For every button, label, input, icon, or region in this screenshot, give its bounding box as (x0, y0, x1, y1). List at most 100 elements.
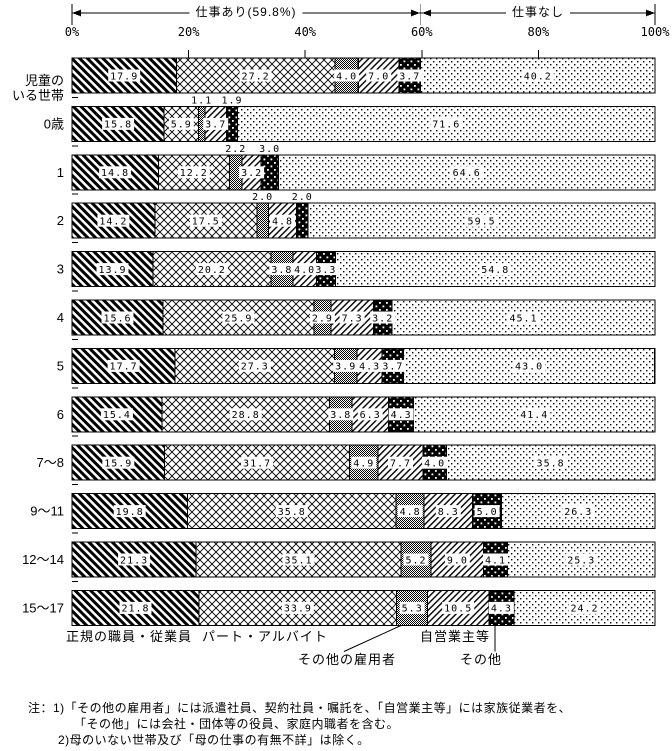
bar-value-label: 26.3 (564, 507, 592, 518)
bar-value-label: 7.7 (390, 459, 411, 470)
bar-row: 1 14.8 12.2 2.2 3.2 3.0 64.6 (57, 144, 656, 191)
bar-value-label: 2.2 (225, 144, 246, 155)
bar-value-label: 4.0 (294, 265, 315, 276)
arrowhead-icon (411, 9, 420, 17)
category-label: 6 (57, 407, 64, 422)
bar-value-label: 2.9 (312, 313, 333, 324)
axis-tick-label: 20% (178, 25, 200, 39)
bar-value-label: 28.8 (232, 410, 260, 421)
axis-tick-label: 60% (411, 25, 433, 39)
bar-row: 5 17.7 27.3 3.9 4.3 3.7 43.0 (57, 338, 656, 384)
bar-value-label: 27.2 (242, 71, 270, 82)
bar-value-label: 19.8 (116, 507, 144, 518)
category-label: 4 (57, 310, 64, 325)
bar-value-label: 5.3 (402, 604, 423, 615)
bar-value-label: 14.2 (99, 217, 127, 228)
axis-tick-label: 80% (528, 25, 550, 39)
bar-value-label: 8.3 (438, 507, 459, 518)
bar-value-label: 7.3 (342, 313, 363, 324)
bar-row: 7～8 15.9 31.7 4.9 7.7 4.0 35.8 (37, 435, 656, 481)
bar-value-label: 21.8 (121, 604, 149, 615)
bar-value-label: 14.8 (101, 168, 129, 179)
bar-value-label: 25.3 (567, 555, 595, 566)
arrowhead-icon (72, 9, 81, 17)
bar-value-label: 10.5 (444, 604, 472, 615)
bar-value-label: 3.7 (382, 362, 403, 373)
bar-value-label: 17.7 (110, 362, 138, 373)
bar-value-label: 31.7 (243, 459, 271, 470)
bar-row: 0歳 15.8 5.9 1.1 3.7 1.9 71.6 (44, 95, 656, 142)
arrowhead-icon (646, 9, 655, 17)
bar-value-label: 17.5 (192, 217, 220, 228)
bar-value-label: 4.1 (485, 555, 506, 566)
bar-row: 9～11 19.8 35.8 4.8 8.3 5.0 26.3 (30, 484, 656, 530)
bar-value-label: 45.1 (509, 313, 537, 324)
category-label: 0歳 (44, 116, 64, 131)
bar-value-label: 41.4 (520, 410, 548, 421)
bar-value-label: 7.0 (368, 71, 389, 82)
bar-value-label: 35.8 (537, 459, 565, 470)
bar-value-label: 43.0 (515, 362, 543, 373)
category-label: いる世帯 (12, 88, 64, 103)
category-label: 7～8 (37, 455, 64, 470)
bar-value-label: 64.6 (453, 168, 481, 179)
bar-value-label: 5.2 (405, 555, 426, 566)
bar-value-label: 35.1 (284, 555, 312, 566)
bar-value-label: 15.4 (103, 410, 131, 421)
bar-value-label: 4.0 (424, 459, 445, 470)
category-label: 1 (57, 165, 64, 180)
x-axis: 0% 20% 40% 60% 80% 100% (65, 25, 670, 58)
bar-value-label: 3.8 (330, 410, 351, 421)
bar-row: 15～17 21.8 33.9 5.3 10.5 4.3 24.2 (22, 580, 656, 626)
bar-value-label: 6.3 (360, 410, 381, 421)
bar-value-label: 71.6 (432, 120, 460, 131)
bar-value-label: 3.7 (205, 120, 226, 131)
bar-value-label: 4.3 (359, 362, 380, 373)
bar-value-label: 40.2 (524, 71, 552, 82)
bar-value-label: 25.9 (224, 313, 252, 324)
work-span-label: 仕事あり(59.8%) (189, 5, 303, 20)
bar-row: 6 15.4 28.8 3.8 6.3 4.3 41.4 (57, 387, 656, 433)
category-label: 3 (57, 262, 64, 277)
bar-value-label: 3.9 (335, 362, 356, 373)
bar-value-label: 4.8 (272, 217, 293, 228)
bar-value-label: 15.8 (104, 120, 132, 131)
legend-self-employed: 自営業主等 (420, 629, 491, 644)
bar-value-label: 3.2 (241, 168, 262, 179)
bar-value-label: 1.1 (191, 95, 212, 106)
axis-tick-label: 40% (294, 25, 316, 39)
category-label: 2 (57, 213, 64, 228)
legend-part-time: パート・アルバイト (202, 629, 328, 644)
category-label: 9～11 (30, 504, 64, 519)
axis-tick-label: 0% (65, 25, 80, 39)
bar-value-label: 4.3 (391, 410, 412, 421)
bar-value-label: 15.6 (103, 313, 131, 324)
bar-segment (256, 202, 269, 239)
bar-value-label: 9.0 (447, 555, 468, 566)
bar-segment (296, 202, 309, 239)
bar-value-label: 17.9 (110, 71, 138, 82)
legend-leader-lines (343, 625, 496, 652)
bar-value-label: 3.0 (259, 144, 280, 155)
bar-value-label: 1.9 (221, 95, 242, 106)
axis-tick-label: 100% (641, 25, 671, 39)
nowork-span-label: 仕事なし (505, 5, 571, 20)
bar-value-label: 5.0 (477, 507, 498, 518)
bar-value-label: 4.8 (400, 507, 421, 518)
bar-value-label: 3.3 (315, 265, 336, 276)
bar-value-label: 33.9 (284, 604, 312, 615)
bar-value-label: 4.9 (353, 459, 374, 470)
bar-value-label: 2.0 (252, 192, 273, 203)
bar-row: 4 15.6 25.9 2.9 7.3 3.2 45.1 (57, 290, 656, 336)
bar-row: 3 13.9 20.2 3.8 4.0 3.3 54.8 (57, 242, 656, 288)
bar-value-label: 3.7 (399, 71, 420, 82)
bar-value-label: 2.0 (292, 192, 313, 203)
bar-value-label: 15.9 (104, 459, 132, 470)
bar-value-label: 35.8 (278, 507, 306, 518)
bar-value-label: 21.3 (120, 555, 148, 566)
bar-value-label: 27.3 (241, 362, 269, 373)
bar-value-label: 13.9 (98, 265, 126, 276)
footnote-line-1: 注：1)「その他の雇用者」には派遣社員、契約社員・嘱託を、「自営業主等」には家族… (28, 701, 572, 715)
